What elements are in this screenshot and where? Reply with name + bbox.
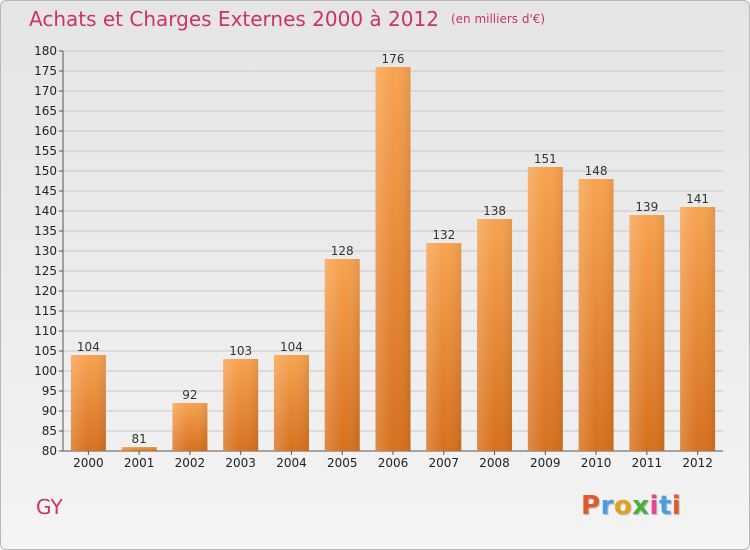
value-label: 104 [77, 340, 100, 354]
chart-title-text: Achats et Charges Externes 2000 à 2012 [29, 7, 439, 31]
x-tick-label: 2010 [581, 456, 612, 470]
logo-letter: r [600, 491, 614, 521]
value-label: 103 [229, 344, 252, 358]
bars [70, 67, 716, 451]
x-tick-label: 2004 [276, 456, 307, 470]
y-tick-label: 140 [34, 204, 57, 218]
y-tick-label: 155 [34, 144, 57, 158]
bar-shine [477, 219, 513, 451]
bar-shine [375, 67, 411, 451]
bar-shine [680, 207, 716, 451]
y-tick-label: 145 [34, 184, 57, 198]
bar-shine [629, 215, 665, 451]
logo-letter: t [658, 491, 672, 521]
value-label: 128 [331, 244, 354, 258]
y-tick-label: 120 [34, 284, 57, 298]
y-tick-label: 135 [34, 224, 57, 238]
value-label: 139 [635, 200, 658, 214]
value-label: 141 [686, 192, 709, 206]
y-tick-label: 95 [42, 384, 57, 398]
value-label: 81 [132, 432, 147, 446]
y-tick-label: 150 [34, 164, 57, 178]
bar-shine [527, 167, 563, 451]
y-tick-label: 180 [34, 44, 57, 58]
x-tick-label: 2008 [479, 456, 510, 470]
bar-shine [426, 243, 462, 451]
bar-shine [273, 355, 309, 451]
chart-unit: (en milliers d'€) [450, 12, 546, 26]
logo-letter: o [613, 491, 633, 521]
value-label: 132 [432, 228, 455, 242]
bar-shine [578, 179, 614, 451]
y-tick-label: 80 [42, 444, 57, 458]
logo-letter: P [581, 491, 601, 521]
value-label: 138 [483, 204, 506, 218]
y-tick-label: 170 [34, 84, 57, 98]
x-tick-label: 2002 [175, 456, 206, 470]
y-tick-label: 100 [34, 364, 57, 378]
x-tick-label: 2011 [632, 456, 663, 470]
y-tick-label: 85 [42, 424, 57, 438]
y-tick-label: 125 [34, 264, 57, 278]
y-tick-label: 105 [34, 344, 57, 358]
logo-letter: x [632, 491, 650, 521]
y-tick-labels: 80 85 90 95 100 105 110 115 120 125 130 135 140 145 15… [34, 44, 57, 458]
value-label: 151 [534, 152, 557, 166]
bar-shine [172, 403, 208, 451]
x-tick-labels: 2000 2001 2002 2003 2004 2005 2006 2007 2008 2009… [73, 456, 713, 470]
value-label: 176 [382, 52, 405, 66]
y-tick-label: 160 [34, 124, 57, 138]
value-label: 148 [585, 164, 608, 178]
commune-name: GY [36, 495, 63, 519]
y-tick-label: 175 [34, 64, 57, 78]
x-tick-label: 2003 [225, 456, 256, 470]
x-tick-label: 2009 [530, 456, 561, 470]
y-tick-label: 90 [42, 404, 57, 418]
bar-shine [70, 355, 106, 451]
value-labels: 104 81 92 103 104 128 176 132 138 151 148 139 141 [77, 52, 709, 446]
x-tick-label: 2000 [73, 456, 104, 470]
proxiti-logo[interactable]: Proxiti [581, 491, 681, 521]
value-label: 92 [182, 388, 197, 402]
x-tick-label: 2006 [378, 456, 409, 470]
y-tick-label: 130 [34, 244, 57, 258]
value-label: 104 [280, 340, 303, 354]
x-tick-label: 2005 [327, 456, 358, 470]
y-tick-label: 115 [34, 304, 57, 318]
bar-shine [223, 359, 259, 451]
x-tick-label: 2012 [682, 456, 713, 470]
logo-letter: i [671, 491, 682, 521]
x-tick-label: 2001 [124, 456, 155, 470]
logo-letter: i [649, 491, 659, 521]
bar-shine [121, 447, 157, 451]
y-tick-label: 110 [34, 324, 57, 338]
chart-title: Achats et Charges Externes 2000 à 2012 (e… [29, 7, 545, 31]
y-tick-label: 165 [34, 104, 57, 118]
x-tick-label: 2007 [428, 456, 459, 470]
bar-shine [324, 259, 360, 451]
